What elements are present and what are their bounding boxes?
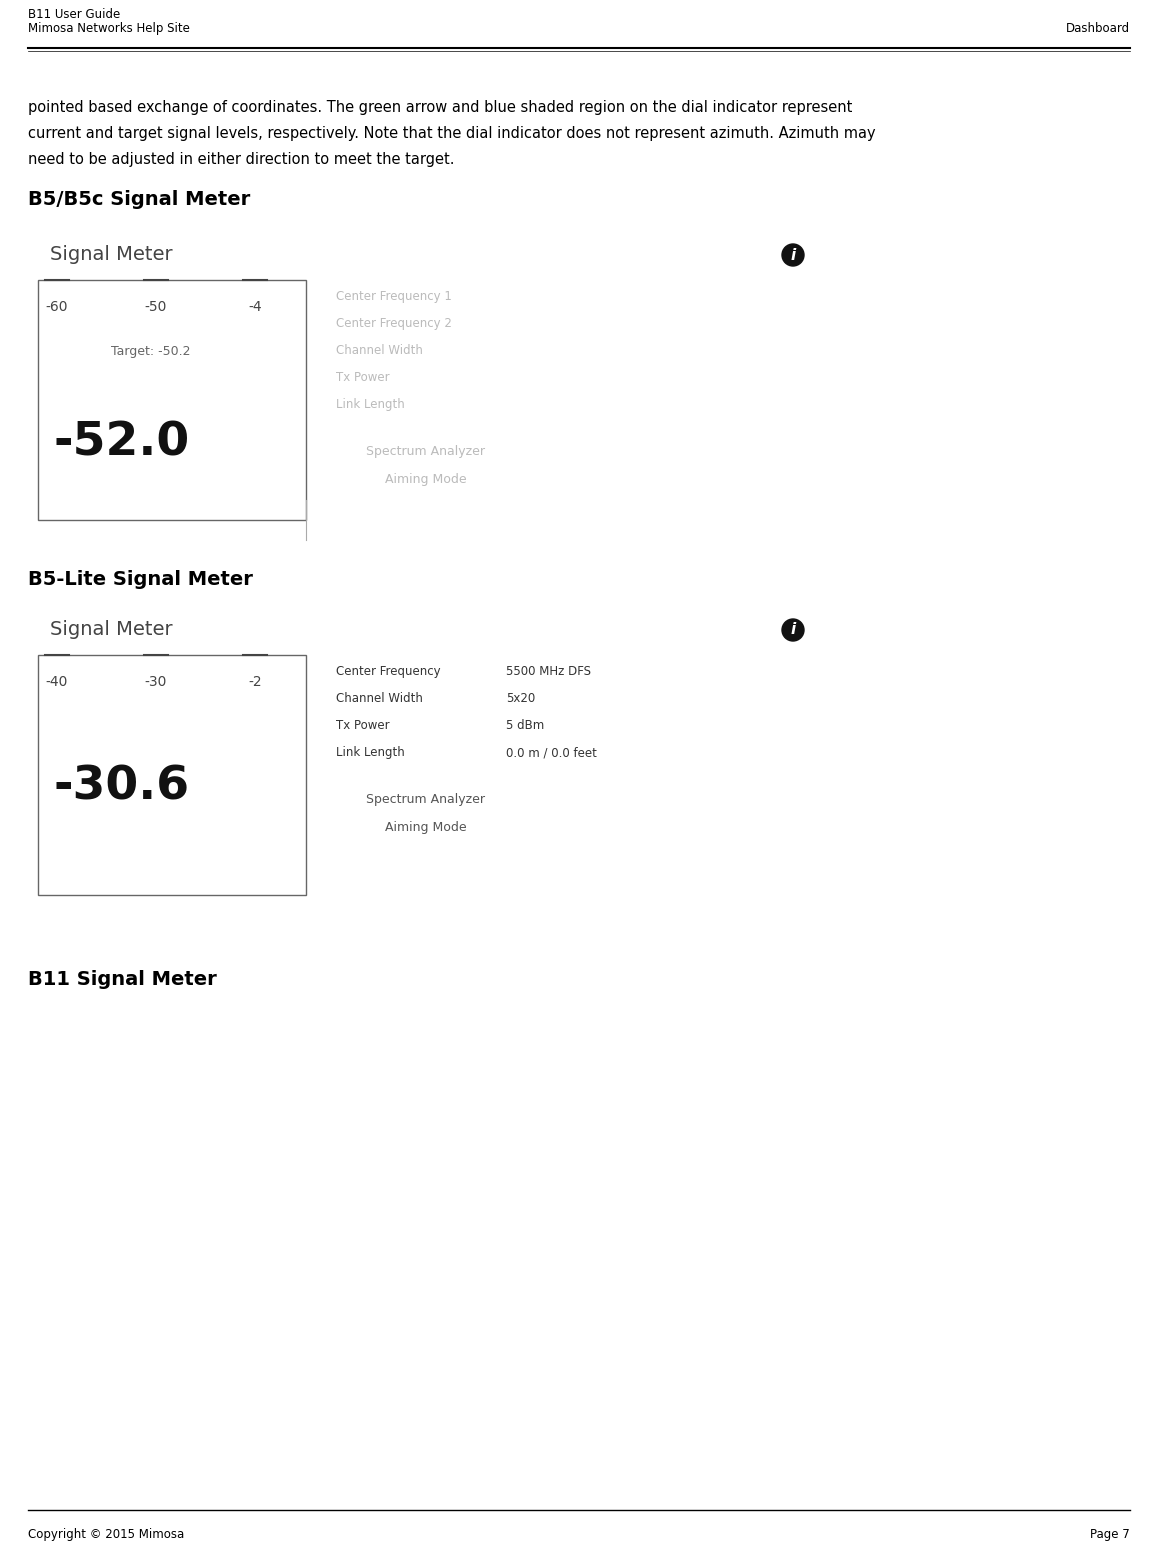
Text: Tx Power: Tx Power bbox=[336, 371, 390, 383]
Text: -2: -2 bbox=[249, 676, 261, 690]
Text: Center Frequency: Center Frequency bbox=[336, 665, 441, 679]
Text: B5/B5c Signal Meter: B5/B5c Signal Meter bbox=[28, 190, 250, 209]
Text: current and target signal levels, respectively. Note that the dial indicator doe: current and target signal levels, respec… bbox=[28, 127, 876, 141]
Text: 0.0 m / 0.0 feet: 0.0 m / 0.0 feet bbox=[506, 747, 597, 759]
Text: -52.0: -52.0 bbox=[54, 421, 190, 465]
Text: Signal Meter: Signal Meter bbox=[50, 620, 172, 638]
Text: need to be adjusted in either direction to meet the target.: need to be adjusted in either direction … bbox=[28, 152, 455, 167]
Text: B11 Signal Meter: B11 Signal Meter bbox=[28, 969, 216, 989]
Text: 5x20: 5x20 bbox=[506, 693, 536, 705]
Text: Tx Power: Tx Power bbox=[336, 719, 390, 731]
Text: -60: -60 bbox=[45, 300, 68, 314]
Text: pointed based exchange of coordinates. The green arrow and blue shaded region on: pointed based exchange of coordinates. T… bbox=[28, 100, 853, 114]
Text: 5 dBm: 5 dBm bbox=[506, 719, 544, 731]
Circle shape bbox=[782, 244, 804, 266]
Text: -40: -40 bbox=[45, 676, 68, 690]
Text: -50: -50 bbox=[145, 300, 167, 314]
Text: i: i bbox=[790, 623, 796, 637]
Text: Center Frequency 1: Center Frequency 1 bbox=[336, 291, 452, 303]
Circle shape bbox=[782, 618, 804, 642]
Text: Signal Meter: Signal Meter bbox=[50, 244, 172, 264]
Text: -30.6: -30.6 bbox=[54, 765, 190, 810]
Text: -4: -4 bbox=[249, 300, 261, 314]
Text: Spectrum Analyzer: Spectrum Analyzer bbox=[367, 445, 486, 458]
Text: Aiming Mode: Aiming Mode bbox=[385, 473, 466, 485]
Text: i: i bbox=[790, 247, 796, 263]
Text: Channel Width: Channel Width bbox=[336, 693, 422, 705]
Text: -30: -30 bbox=[145, 676, 167, 690]
Text: Channel Width: Channel Width bbox=[336, 345, 422, 357]
Text: Dashboard: Dashboard bbox=[1066, 22, 1130, 36]
Text: B5-Lite Signal Meter: B5-Lite Signal Meter bbox=[28, 570, 253, 589]
Text: Page 7: Page 7 bbox=[1090, 1527, 1130, 1541]
Bar bbox=[38, 280, 305, 519]
Text: 5500 MHz DFS: 5500 MHz DFS bbox=[506, 665, 591, 679]
Text: Link Length: Link Length bbox=[336, 747, 405, 759]
Text: Aiming Mode: Aiming Mode bbox=[385, 821, 466, 833]
Bar bbox=[38, 656, 305, 895]
Text: Copyright © 2015 Mimosa: Copyright © 2015 Mimosa bbox=[28, 1527, 184, 1541]
Text: Spectrum Analyzer: Spectrum Analyzer bbox=[367, 793, 486, 805]
Text: Mimosa Networks Help Site: Mimosa Networks Help Site bbox=[28, 22, 190, 36]
Text: Target: -50.2: Target: -50.2 bbox=[111, 345, 190, 359]
Text: Center Frequency 2: Center Frequency 2 bbox=[336, 317, 452, 329]
Text: Link Length: Link Length bbox=[336, 397, 405, 411]
Text: B11 User Guide: B11 User Guide bbox=[28, 8, 120, 22]
